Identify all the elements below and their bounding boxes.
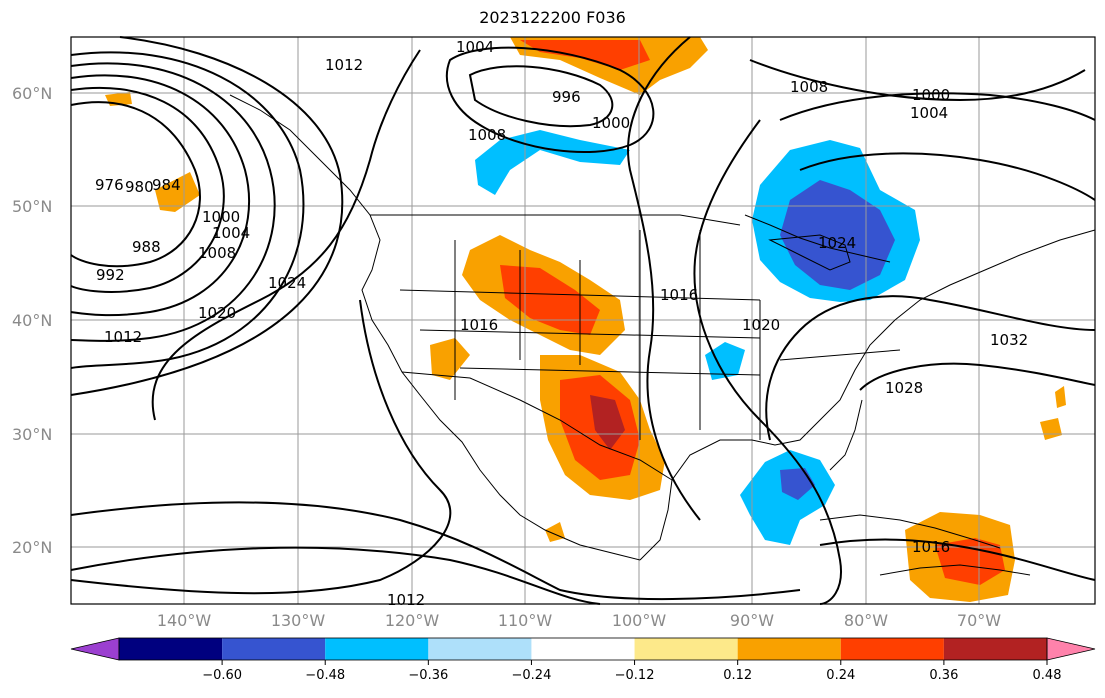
contour-label: 1016 bbox=[660, 286, 698, 304]
lon-label: 100°W bbox=[612, 611, 667, 630]
contour-label: 988 bbox=[132, 238, 161, 256]
contour-label: 1004 bbox=[212, 224, 250, 242]
pressure-contours bbox=[70, 36, 1096, 605]
contour-label: 1012 bbox=[325, 56, 363, 74]
colorbar-tick-label: 0.24 bbox=[826, 668, 855, 683]
lat-label: 20°N bbox=[12, 538, 52, 557]
colorbar-tick-label: 0.36 bbox=[929, 668, 958, 683]
colorbar-low-arrow bbox=[70, 637, 120, 661]
contour-label: 984 bbox=[152, 176, 181, 194]
contour-label: 1012 bbox=[104, 328, 142, 346]
lat-label: 50°N bbox=[12, 197, 52, 216]
contour-label: 1000 bbox=[912, 86, 950, 104]
lon-label: 110°W bbox=[498, 611, 553, 630]
contour-label: 1016 bbox=[912, 538, 950, 556]
colorbar-tick-label: −0.36 bbox=[408, 668, 448, 683]
contour-label: 1000 bbox=[202, 208, 240, 226]
colorbar-segment bbox=[531, 638, 635, 660]
contour-label: 1008 bbox=[790, 78, 828, 96]
lon-label: 70°W bbox=[957, 611, 1001, 630]
lat-label: 40°N bbox=[12, 311, 52, 330]
contour-label: 1008 bbox=[468, 126, 506, 144]
contour-label: 992 bbox=[96, 266, 125, 284]
map-frame bbox=[70, 36, 1096, 605]
colorbar-segment bbox=[428, 638, 532, 660]
contour-label: 1024 bbox=[268, 274, 306, 292]
colorbar-segment bbox=[222, 638, 326, 660]
contour-label: 980 bbox=[125, 178, 154, 196]
contour-label: 1016 bbox=[460, 316, 498, 334]
colorbar-tick-label: −0.24 bbox=[512, 668, 552, 683]
colorbar-segment bbox=[943, 638, 1047, 660]
coastlines bbox=[229, 94, 1096, 576]
contour-label: 1004 bbox=[456, 38, 494, 56]
colorbar-tick-label: −0.60 bbox=[202, 668, 242, 683]
colorbar-segment bbox=[840, 638, 944, 660]
contour-label: 1024 bbox=[818, 234, 856, 252]
contour-label: 976 bbox=[95, 176, 124, 194]
contour-label: 1028 bbox=[885, 379, 923, 397]
contour-label: 996 bbox=[552, 88, 581, 106]
contour-label: 1000 bbox=[592, 114, 630, 132]
contour-label: 1008 bbox=[198, 244, 236, 262]
colorbar-tick-label: −0.48 bbox=[305, 668, 345, 683]
contour-label: 1020 bbox=[742, 316, 780, 334]
colorbar-segment bbox=[737, 638, 841, 660]
colorbar-high-arrow bbox=[1046, 637, 1096, 661]
longitude-labels: 140°W 130°W 120°W 110°W 100°W 90°W 80°W … bbox=[157, 611, 1001, 630]
map-title: 2023122200 F036 bbox=[479, 8, 626, 27]
colorbar-segment bbox=[325, 638, 429, 660]
contour-label: 1032 bbox=[990, 331, 1028, 349]
contour-label: 1004 bbox=[910, 104, 948, 122]
colorbar: −0.60 −0.48 −0.36 −0.24 −0.12 0.12 0.24 0.36 0.4… bbox=[70, 637, 1096, 683]
contour-label: 1020 bbox=[198, 304, 236, 322]
colorbar-tick-label: 0.12 bbox=[723, 668, 752, 683]
lat-label: 30°N bbox=[12, 425, 52, 444]
colorbar-tick-label: 0.48 bbox=[1033, 668, 1062, 683]
lon-label: 140°W bbox=[157, 611, 212, 630]
colorbar-tick-label: −0.12 bbox=[615, 668, 655, 683]
colorbar-segment bbox=[119, 638, 223, 660]
colorbar-segment bbox=[634, 638, 738, 660]
contour-label: 1012 bbox=[387, 591, 425, 609]
colorbar-outline bbox=[118, 637, 1048, 661]
lon-label: 120°W bbox=[385, 611, 440, 630]
lon-label: 90°W bbox=[730, 611, 774, 630]
latitude-labels: 60°N 50°N 40°N 30°N 20°N bbox=[12, 84, 52, 557]
lon-label: 80°W bbox=[844, 611, 888, 630]
lat-label: 60°N bbox=[12, 84, 52, 103]
lon-label: 130°W bbox=[271, 611, 326, 630]
